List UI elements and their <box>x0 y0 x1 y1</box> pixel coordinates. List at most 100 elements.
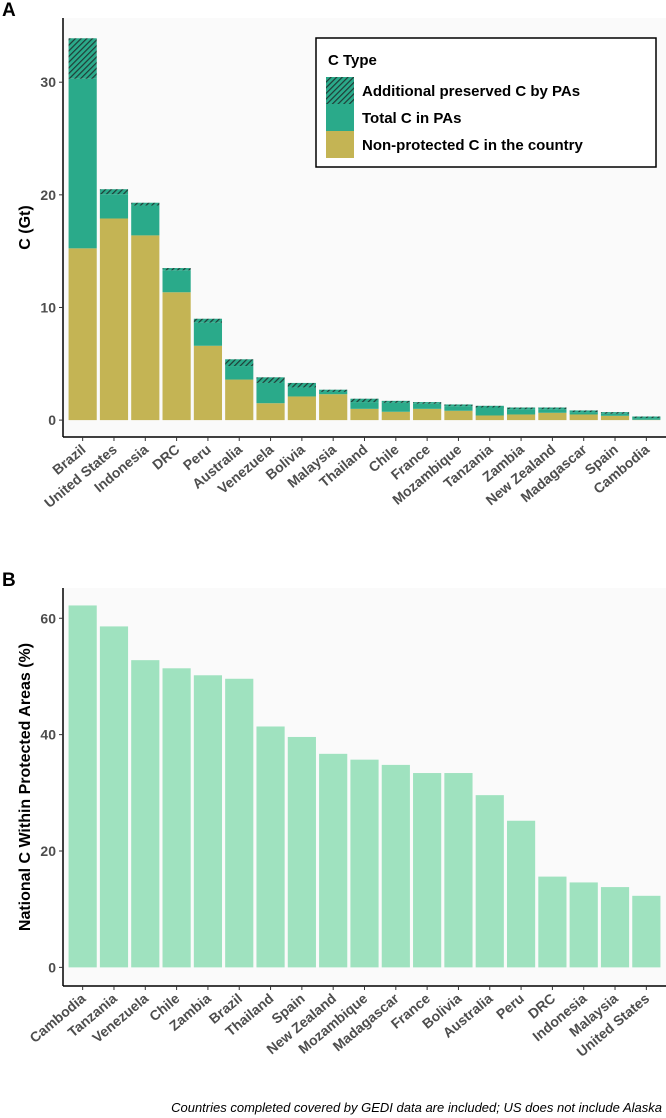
bar-total-pa <box>193 322 223 346</box>
bar <box>381 764 410 968</box>
bar-additional <box>632 416 661 419</box>
footnote: Countries completed covered by GEDI data… <box>171 1100 662 1115</box>
legend-title: C Type <box>328 52 377 69</box>
bar-total-pa <box>600 413 630 416</box>
y-tick-label: 60 <box>40 610 56 626</box>
bar-additional <box>319 389 348 392</box>
bar <box>225 678 254 968</box>
bar-non-protected <box>413 408 442 421</box>
bar-total-pa <box>538 409 567 413</box>
legend: C Type Additional preserved C by PAs Total… <box>315 37 657 168</box>
legend-key <box>326 104 354 131</box>
bar <box>600 887 630 968</box>
y-axis-title: C (Gt) <box>17 205 34 249</box>
bar-total-pa <box>632 418 661 420</box>
bar-non-protected <box>131 235 160 421</box>
bar-non-protected <box>256 403 285 421</box>
bar-non-protected <box>99 218 129 421</box>
bar-additional <box>256 377 285 383</box>
bar-total-pa <box>413 403 442 409</box>
x-tick-label: DRC <box>149 441 183 473</box>
bar-additional <box>381 400 410 403</box>
bar <box>68 605 97 968</box>
bar-additional <box>99 189 129 195</box>
bar-total-pa <box>256 382 285 404</box>
bar-non-protected <box>444 410 473 421</box>
bar-non-protected <box>600 415 630 421</box>
bar <box>538 876 567 968</box>
bar <box>256 726 285 968</box>
panel-b: B 0 20 40 60 National C Within Protected Area… <box>2 570 666 1060</box>
bar-additional <box>193 318 223 323</box>
bar-non-protected <box>569 414 598 421</box>
bar-additional <box>538 407 567 410</box>
bar-additional <box>569 410 598 413</box>
bar-non-protected <box>68 248 97 421</box>
bar-non-protected <box>538 412 567 421</box>
bar <box>569 882 598 968</box>
bar-additional <box>506 407 536 410</box>
y-tick-label: 40 <box>40 727 56 743</box>
bar-total-pa <box>475 407 504 416</box>
bar <box>444 773 473 968</box>
bar-total-pa <box>131 205 160 236</box>
bar-total-pa <box>350 402 379 409</box>
bar-additional <box>444 404 473 407</box>
bar <box>350 759 379 968</box>
bar-non-protected <box>381 411 410 421</box>
legend-label: Non-protected C in the country <box>362 137 583 154</box>
bar-additional <box>475 405 504 408</box>
legend-label: Additional preserved C by PAs <box>362 83 580 100</box>
legend-key <box>326 131 354 158</box>
bar <box>99 626 129 968</box>
panel-label: B <box>2 570 16 591</box>
y-tick-label: 20 <box>40 187 56 203</box>
bar-non-protected <box>287 396 316 421</box>
bar-additional <box>68 38 97 79</box>
bar-additional <box>162 268 191 271</box>
y-axis-title: National C Within Protected Areas (%) <box>17 643 34 931</box>
bar-additional <box>600 412 630 414</box>
bar-non-protected <box>350 408 379 421</box>
bar <box>162 668 191 968</box>
bar <box>319 753 348 968</box>
bar-total-pa <box>99 194 129 219</box>
panel-label: A <box>2 0 16 21</box>
bar-non-protected <box>193 345 223 421</box>
bar-total-pa <box>162 270 191 293</box>
bar-total-pa <box>444 406 473 411</box>
y-tick-label: 10 <box>40 299 56 315</box>
bar-additional <box>287 382 316 388</box>
bar-total-pa <box>381 402 410 412</box>
bar-total-pa <box>68 78 97 249</box>
bar-non-protected <box>162 292 191 421</box>
bar <box>506 820 536 968</box>
bar-total-pa <box>506 409 536 415</box>
x-tick-label: Peru <box>493 990 527 1022</box>
bar-non-protected <box>475 415 504 421</box>
bar-non-protected <box>225 379 254 421</box>
legend-box <box>315 37 657 168</box>
bar-total-pa <box>569 412 598 415</box>
legend-key <box>326 77 354 104</box>
y-tick-label: 20 <box>40 843 56 859</box>
bar-additional <box>225 359 254 367</box>
bar-total-pa <box>319 391 348 395</box>
y-tick-label: 30 <box>40 74 56 90</box>
bar-total-pa <box>225 366 254 380</box>
bar <box>413 773 442 968</box>
bar-non-protected <box>319 394 348 421</box>
bar-additional <box>131 202 160 206</box>
bar <box>475 795 504 968</box>
bar-non-protected <box>506 414 536 421</box>
bar <box>131 660 160 968</box>
y-tick-label: 0 <box>48 412 56 428</box>
y-tick-label: 0 <box>48 959 56 975</box>
bar <box>193 675 223 968</box>
bar-additional <box>350 398 379 403</box>
legend-label: Total C in PAs <box>362 110 461 127</box>
bar-total-pa <box>287 387 316 397</box>
bar-additional <box>413 402 442 404</box>
